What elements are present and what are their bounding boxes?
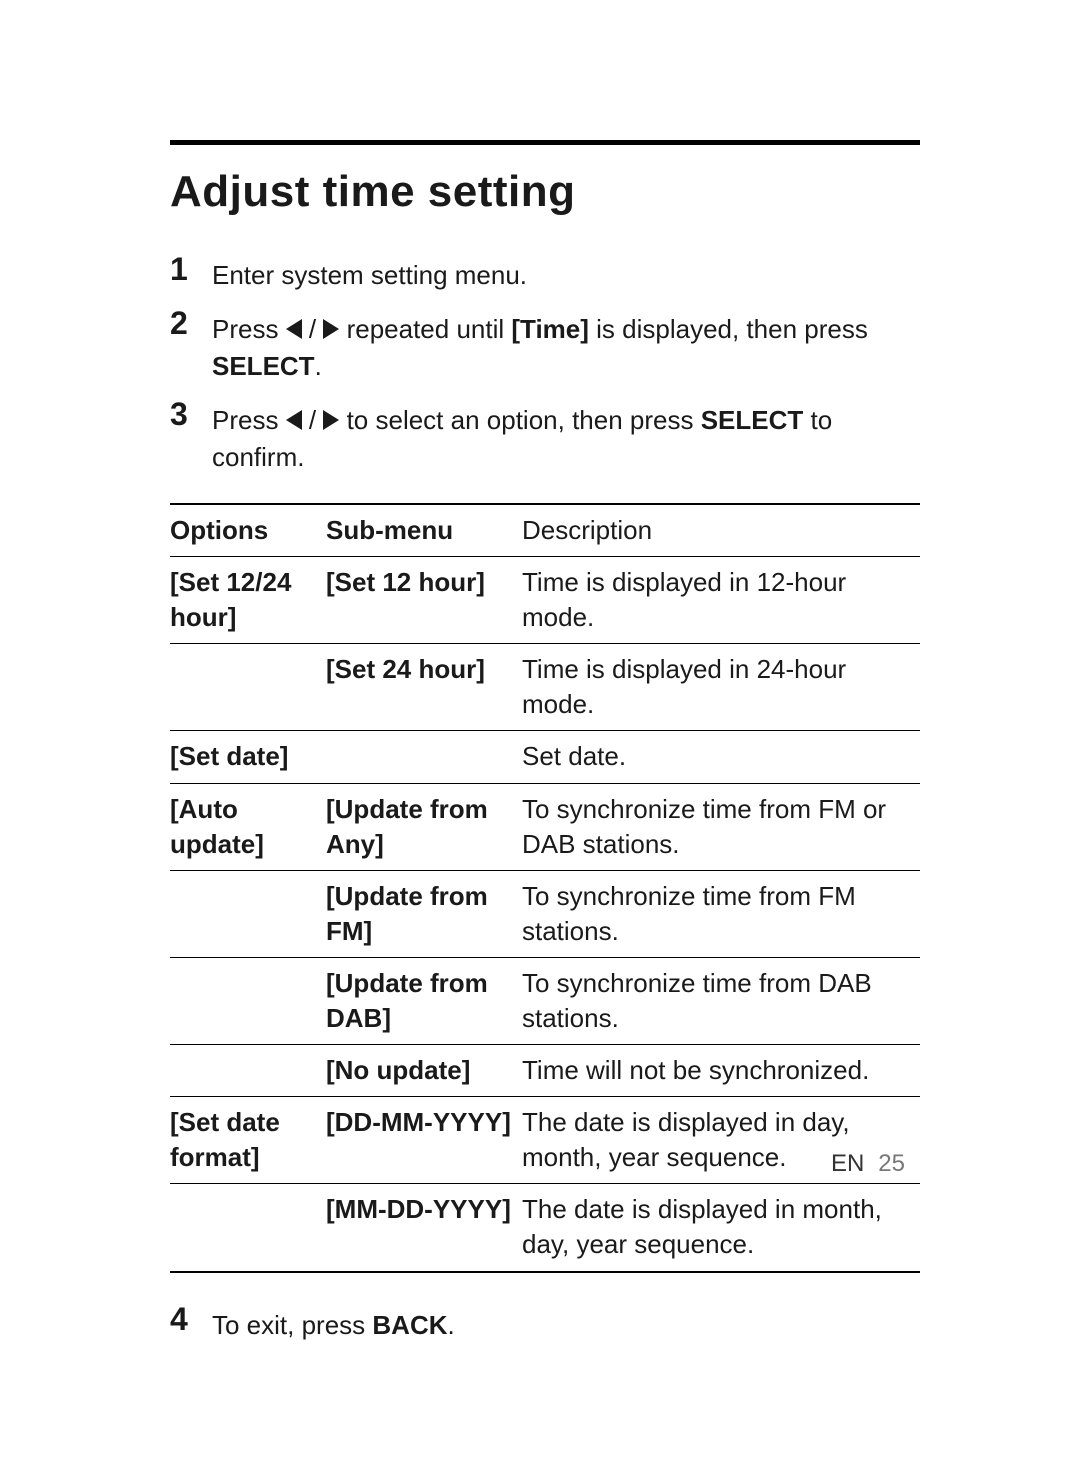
cell-submenu: [MM-DD-YYYY]	[326, 1184, 522, 1272]
cell-submenu: [No update]	[326, 1045, 522, 1097]
cell-submenu	[326, 731, 522, 783]
footer-lang: EN	[831, 1150, 864, 1177]
triangle-right-icon	[323, 319, 339, 339]
cell-submenu: [Update from FM]	[326, 870, 522, 957]
cell-option	[170, 1045, 326, 1097]
cell-description: To synchronize time from FM stations.	[522, 870, 920, 957]
table-row: [Update from FM] To synchronize time fro…	[170, 870, 920, 957]
button-label: SELECT	[701, 405, 804, 435]
table-row: [Set 24 hour] Time is displayed in 24-ho…	[170, 644, 920, 731]
text: is displayed, then press	[589, 314, 868, 344]
triangle-left-icon	[286, 319, 302, 339]
col-header-options: Options	[170, 504, 326, 557]
cell-submenu: [Update from DAB]	[326, 957, 522, 1044]
top-rule	[170, 140, 920, 145]
table-row: [Set date] Set date.	[170, 731, 920, 783]
table-header-row: Options Sub-menu Description	[170, 504, 920, 557]
steps-list: 1 Enter system setting menu. 2 Press / r…	[170, 253, 920, 1343]
step-number: 3	[170, 398, 212, 430]
col-header-submenu: Sub-menu	[326, 504, 522, 557]
button-label: SELECT	[212, 351, 315, 381]
text: /	[302, 314, 324, 344]
step-text: To exit, press BACK.	[212, 1303, 920, 1343]
cell-submenu: [Set 24 hour]	[326, 644, 522, 731]
step-number: 1	[170, 253, 212, 285]
cell-option: [Auto update]	[170, 783, 326, 870]
col-header-description: Description	[522, 504, 920, 557]
triangle-left-icon	[286, 410, 302, 430]
cell-description: To synchronize time from DAB stations.	[522, 957, 920, 1044]
step-number: 2	[170, 307, 212, 339]
menu-item-label: [Time]	[511, 314, 589, 344]
cell-description: Time is displayed in 24-hour mode.	[522, 644, 920, 731]
text: repeated until	[339, 314, 511, 344]
cell-description: The date is displayed in month, day, yea…	[522, 1184, 920, 1272]
manual-page: Adjust time setting 1 Enter system setti…	[0, 0, 1080, 1481]
table-row: [Auto update] [Update from Any] To synch…	[170, 783, 920, 870]
cell-option: [Set date]	[170, 731, 326, 783]
cell-option	[170, 870, 326, 957]
step-4: 4 To exit, press BACK.	[170, 1303, 920, 1343]
text: Press	[212, 314, 286, 344]
table-row: [Set 12/24 hour] [Set 12 hour] Time is d…	[170, 557, 920, 644]
step-number: 4	[170, 1303, 212, 1335]
cell-option	[170, 1184, 326, 1272]
step-1: 1 Enter system setting menu.	[170, 253, 920, 293]
step-2: 2 Press / repeated until [Time] is displ…	[170, 307, 920, 384]
text: Press	[212, 405, 286, 435]
cell-description: Set date.	[522, 731, 920, 783]
text: .	[315, 351, 322, 381]
triangle-right-icon	[323, 410, 339, 430]
text: /	[302, 405, 324, 435]
text: To exit, press	[212, 1310, 372, 1340]
cell-submenu: [Update from Any]	[326, 783, 522, 870]
cell-description: To synchronize time from FM or DAB stati…	[522, 783, 920, 870]
step-3: 3 Press / to select an option, then pres…	[170, 398, 920, 475]
step-text: Enter system setting menu.	[212, 253, 920, 293]
cell-description: Time is displayed in 12-hour mode.	[522, 557, 920, 644]
table-row: [No update] Time will not be synchronize…	[170, 1045, 920, 1097]
cell-option	[170, 957, 326, 1044]
text: .	[448, 1310, 455, 1340]
cell-option	[170, 644, 326, 731]
cell-option: [Set 12/24 hour]	[170, 557, 326, 644]
table-row: [Update from DAB] To synchronize time fr…	[170, 957, 920, 1044]
step-text: Press / repeated until [Time] is display…	[212, 307, 920, 384]
page-footer: EN 25	[0, 1150, 1080, 1178]
button-label: BACK	[372, 1310, 447, 1340]
text: to select an option, then press	[339, 405, 700, 435]
step-text: Press / to select an option, then press …	[212, 398, 920, 475]
table-row: [MM-DD-YYYY] The date is displayed in mo…	[170, 1184, 920, 1272]
cell-description: Time will not be synchronized.	[522, 1045, 920, 1097]
footer-page-number: 25	[878, 1150, 905, 1177]
section-title: Adjust time setting	[170, 167, 920, 217]
cell-submenu: [Set 12 hour]	[326, 557, 522, 644]
